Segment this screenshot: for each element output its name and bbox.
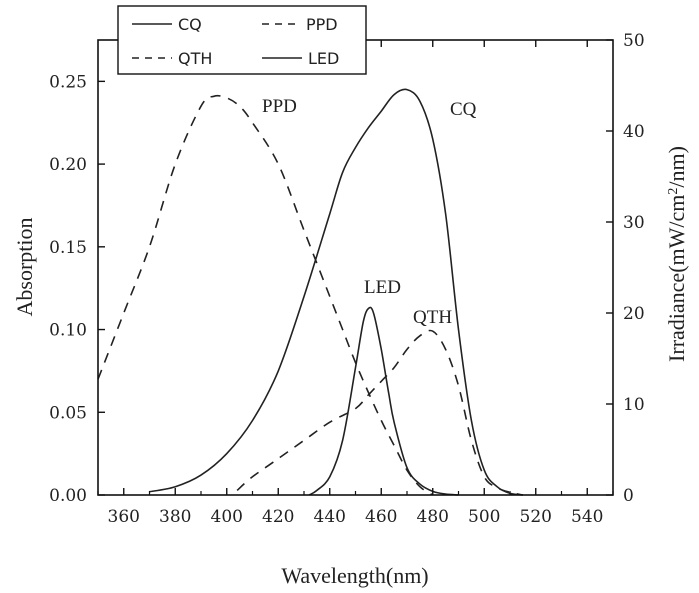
series-line-qth [236, 329, 524, 496]
y-axis-title: Absorption [12, 218, 37, 317]
y2-tick-label-10: 10 [623, 395, 645, 415]
x-tick-label-460: 460 [365, 507, 397, 527]
legend-label-qth: QTH [178, 49, 212, 68]
y-tick-label-0.15: 0.15 [49, 238, 87, 258]
x-tick-label-440: 440 [314, 507, 346, 527]
x-tick-label-400: 400 [211, 507, 243, 527]
plot-frame [97, 39, 614, 496]
x-tick-label-420: 420 [262, 507, 294, 527]
y2-tick-label-30: 30 [623, 213, 645, 233]
y2-axis-title-end: /nm) [664, 146, 689, 188]
x-tick-label-480: 480 [417, 507, 449, 527]
x-axis-title: Wavelength(nm) [281, 563, 428, 588]
legend-label-cq: CQ [178, 15, 202, 34]
y2-tick-label-50: 50 [623, 31, 645, 51]
x-tick-label-360: 360 [108, 507, 140, 527]
tick-labels: 360 380 400 420 440 460 480 500 520 5400.000.050.… [49, 31, 645, 527]
y-tick-label-0.25: 0.25 [49, 72, 87, 92]
legend-label-ppd: PPD [306, 15, 338, 34]
y2-axis-title-main: Irradiance(mW/cm [664, 195, 689, 362]
y2-axis-title: Irradiance(mW/cm2/nm) [664, 146, 689, 362]
series-label-led: LED [364, 277, 401, 298]
series-layer [97, 88, 524, 496]
x-tick-label-380: 380 [159, 507, 191, 527]
x-tick-label-540: 540 [571, 507, 603, 527]
y-tick-label-0.05: 0.05 [49, 403, 87, 423]
series-label-qth: QTH [413, 307, 452, 328]
y2-tick-label-20: 20 [623, 304, 645, 324]
x-tick-label-500: 500 [468, 507, 500, 527]
series-line-ppd [97, 94, 434, 496]
legend: CQ PPD QTH LED [117, 5, 367, 75]
legend-label-led: LED [308, 49, 339, 68]
y2-tick-label-40: 40 [623, 122, 645, 142]
series-label-cq: CQ [450, 99, 477, 120]
y-tick-label-0.00: 0.00 [49, 486, 87, 506]
y-tick-label-0.20: 0.20 [49, 155, 87, 175]
legend-box [117, 5, 367, 75]
x-tick-label-520: 520 [520, 507, 552, 527]
y2-tick-label-0: 0 [623, 486, 634, 506]
ticks-layer [97, 39, 614, 496]
series-label-ppd: PPD [262, 96, 297, 117]
series-line-led [308, 306, 459, 496]
series-line-cq [149, 88, 524, 496]
y2-axis-title-sup: 2 [666, 188, 681, 195]
y-tick-label-0.10: 0.10 [49, 321, 87, 341]
